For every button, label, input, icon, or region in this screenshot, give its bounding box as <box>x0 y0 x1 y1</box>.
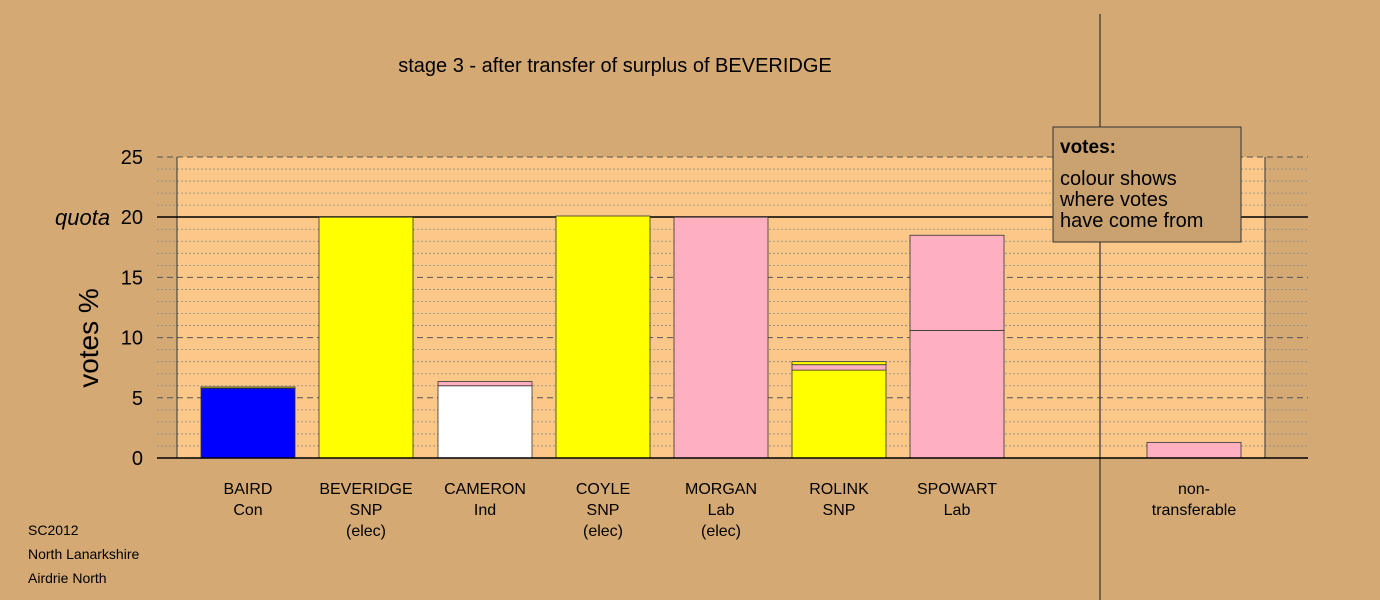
category-label: transferable <box>1152 502 1237 519</box>
category-label: (elec) <box>701 523 741 540</box>
category-label: BAIRD <box>224 481 273 498</box>
category-label: COYLE <box>576 481 630 498</box>
bar-segment <box>791 361 887 366</box>
legend-line: colour shows <box>1060 168 1177 190</box>
legend-line: where votes <box>1059 189 1168 211</box>
bar <box>555 215 651 459</box>
y-tick-label: 0 <box>132 448 143 470</box>
bar <box>437 381 533 459</box>
category-label: SNP <box>350 502 383 519</box>
bar <box>318 216 414 459</box>
bar-segment <box>791 364 887 371</box>
category-label: Lab <box>944 502 971 519</box>
bar-segment <box>437 385 533 459</box>
category-label: Con <box>233 502 262 519</box>
category-labels: BAIRD Con BEVERIDGE SNP (elec) CAMERON Ind COYL… <box>224 481 1237 540</box>
category-label: ROLINK <box>809 481 869 498</box>
y-tick-label: 10 <box>121 328 143 350</box>
bar-segment <box>673 216 769 459</box>
bar <box>909 234 1005 459</box>
category-label: SNP <box>823 502 856 519</box>
legend: votes: colour shows where votes have com… <box>1052 126 1242 243</box>
quota-label: quota <box>55 205 110 230</box>
category-label: CAMERON <box>444 481 526 498</box>
bar <box>791 361 887 459</box>
footer-line: SC2012 <box>28 522 79 538</box>
bar-segment <box>200 386 296 389</box>
footer-line: North Lanarkshire <box>28 546 139 562</box>
bar <box>673 216 769 459</box>
chart-title: stage 3 - after transfer of surplus of B… <box>398 55 832 77</box>
bars <box>200 215 1242 459</box>
category-label: Ind <box>474 502 496 519</box>
footer-line: Airdrie North <box>28 570 107 586</box>
y-tick-labels: 0 5 10 15 20 25 <box>121 147 143 470</box>
category-label: SPOWART <box>917 481 997 498</box>
legend-box <box>1052 126 1242 243</box>
footer: SC2012 North Lanarkshire Airdrie North <box>28 522 139 586</box>
bar <box>200 386 296 459</box>
bar-segment <box>437 381 533 387</box>
bar-segment <box>200 387 296 459</box>
legend-line: have come from <box>1060 210 1203 232</box>
bar-segment <box>791 369 887 459</box>
category-label: Lab <box>708 502 735 519</box>
bar-segment <box>909 234 1005 331</box>
category-label: non- <box>1178 481 1210 498</box>
y-tick-label: 25 <box>121 147 143 169</box>
y-tick-label: 5 <box>132 388 143 410</box>
bar <box>1146 441 1242 459</box>
category-label: SNP <box>587 502 620 519</box>
bar-segment <box>1146 441 1242 459</box>
bar-segment <box>555 215 651 459</box>
category-label: BEVERIDGE <box>319 481 412 498</box>
y-axis-title: votes % <box>73 288 104 388</box>
legend-heading: votes: <box>1060 137 1116 158</box>
category-label: (elec) <box>346 523 386 540</box>
y-tick-label: 15 <box>121 267 143 289</box>
y-tick-label: 20 <box>121 207 143 229</box>
bar-segment <box>909 329 1005 459</box>
category-label: (elec) <box>583 523 623 540</box>
category-label: MORGAN <box>685 481 757 498</box>
bar-segment <box>318 216 414 459</box>
